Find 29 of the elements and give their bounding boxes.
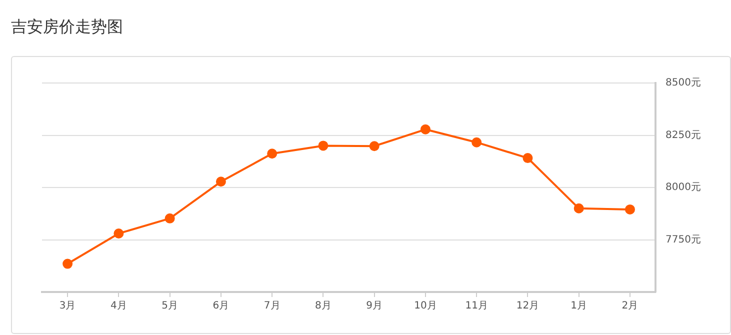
- x-tick-label: 12月: [516, 300, 540, 312]
- x-tick-label: 4月: [110, 300, 127, 312]
- x-tick-label: 2月: [622, 300, 638, 312]
- point: [114, 228, 124, 238]
- y-tick-label: 8250元: [666, 130, 702, 141]
- point: [624, 204, 635, 214]
- y-tick-label: 8000元: [666, 182, 702, 194]
- point: [369, 141, 380, 152]
- x-tick-label: 1月: [570, 300, 588, 312]
- point: [472, 137, 482, 148]
- x-tick-label: 7月: [264, 300, 280, 312]
- point: [267, 148, 278, 159]
- point: [574, 203, 584, 214]
- x-tick-label: 9月: [366, 300, 383, 312]
- point: [318, 140, 328, 151]
- x-tick-label: 3月: [59, 300, 76, 312]
- point: [216, 176, 226, 187]
- y-tick-label: 7750元: [666, 234, 702, 246]
- y-tick-label: 8500元: [666, 78, 702, 89]
- x-tick-label: 11月: [465, 300, 488, 312]
- point: [62, 258, 73, 269]
- point: [522, 153, 533, 164]
- x-tick-label: 6月: [212, 300, 230, 312]
- x-tick-label: 5月: [162, 300, 178, 312]
- chart-title: 吉安房价走势图: [11, 17, 123, 38]
- x-tick-label: 8月: [315, 300, 332, 312]
- x-tick-label: 10月: [414, 300, 437, 312]
- point: [164, 213, 175, 224]
- point: [420, 124, 430, 134]
